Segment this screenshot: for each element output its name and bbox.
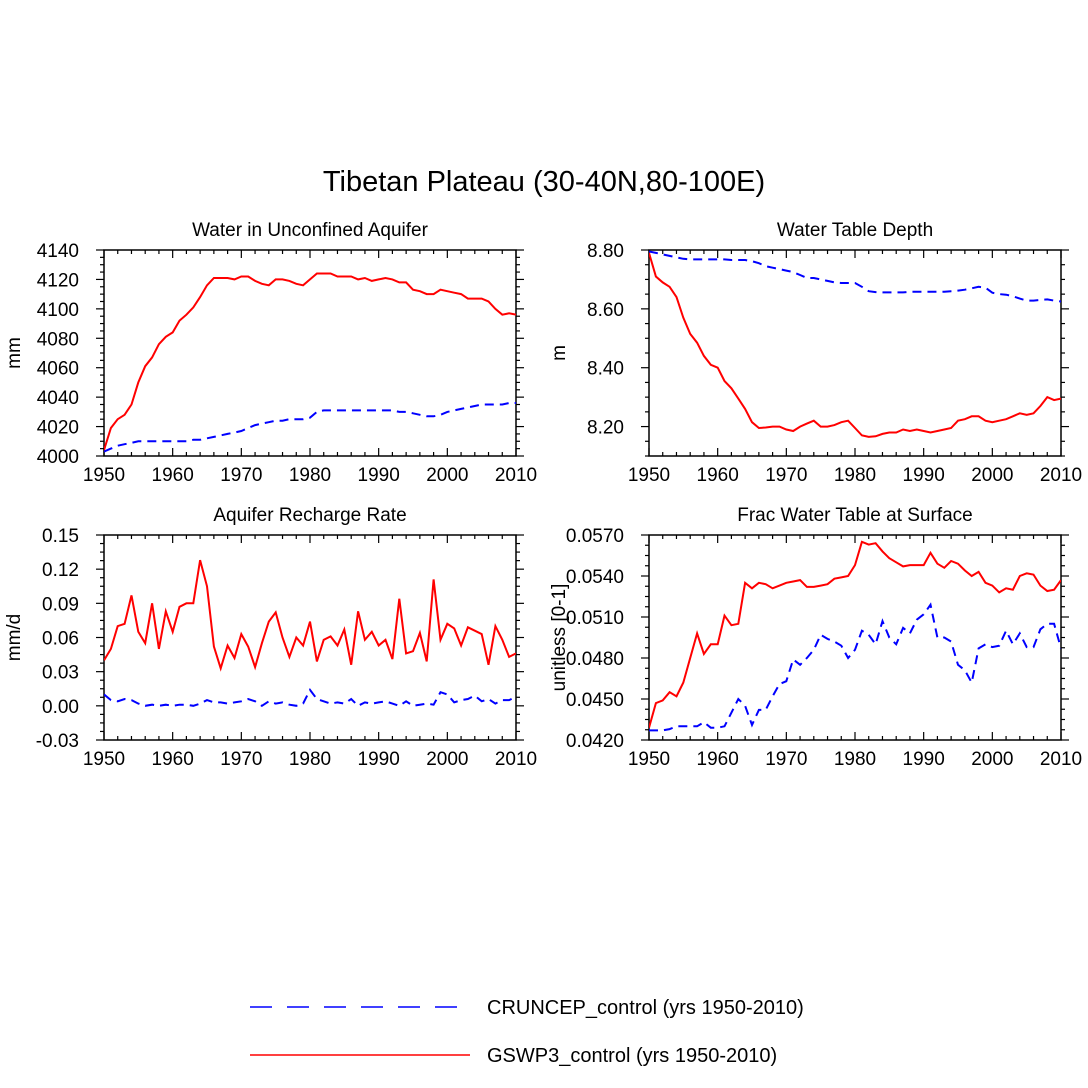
y-tick-label: 8.80 <box>587 241 624 262</box>
panel-1: Water in Unconfined Aquifer mm 1950 1960 197… <box>4 220 537 486</box>
x-tick-label: 1990 <box>903 465 945 486</box>
plot-frame <box>103 249 517 457</box>
x-tick-label: 1960 <box>697 749 739 770</box>
x-tick-label: 1960 <box>152 465 194 486</box>
y-tick-label: 0.06 <box>42 629 79 650</box>
x-tick-label: 1990 <box>358 749 400 770</box>
y-axis-label: unitless [0-1] <box>549 584 570 692</box>
y-tick-label: 4040 <box>37 388 79 409</box>
x-tick-label: 1970 <box>765 749 807 770</box>
x-tick-label: 1950 <box>83 749 125 770</box>
legend-label-2: GSWP3_control (yrs 1950-2010) <box>487 1045 777 1067</box>
series-line-gswp3 <box>104 272 516 451</box>
y-tick-label: 0.0480 <box>566 649 624 670</box>
x-tick-label: 1950 <box>628 465 670 486</box>
y-tick-label: 0.0570 <box>566 526 624 547</box>
x-tick-label: 2000 <box>426 465 468 486</box>
x-tick-label: 2010 <box>1040 749 1082 770</box>
y-tick-label: 4080 <box>37 329 79 350</box>
x-tick-label: 1950 <box>83 465 125 486</box>
x-tick-label: 2000 <box>971 465 1013 486</box>
panel-title: Aquifer Recharge Rate <box>213 505 406 526</box>
series-line-cruncep <box>104 688 516 708</box>
x-tick-label: 1960 <box>697 465 739 486</box>
y-tick-label: 0.00 <box>42 697 79 718</box>
panel-4: Frac Water Table at Surface unitless [0-1… <box>549 505 1082 770</box>
x-tick-label: 1950 <box>628 749 670 770</box>
legend: CRUNCEP_control (yrs 1950-2010) GSWP3_con… <box>250 997 804 1067</box>
y-tick-label: 4100 <box>37 300 79 321</box>
plot-frame <box>103 534 517 741</box>
x-tick-label: 2000 <box>426 749 468 770</box>
series-line-gswp3 <box>649 252 1061 438</box>
panel-title: Water Table Depth <box>777 220 933 241</box>
x-tick-label: 1980 <box>289 749 331 770</box>
y-tick-label: 0.0540 <box>566 567 624 588</box>
y-tick-label: 8.40 <box>587 359 624 380</box>
y-tick-label: 4000 <box>37 447 79 468</box>
legend-label-1: CRUNCEP_control (yrs 1950-2010) <box>487 997 804 1019</box>
y-tick-label: 0.15 <box>42 526 79 547</box>
x-tick-label: 1970 <box>765 465 807 486</box>
x-tick-label: 1960 <box>152 749 194 770</box>
y-tick-label: 0.09 <box>42 594 79 615</box>
x-tick-label: 1980 <box>289 465 331 486</box>
figure-title: Tibetan Plateau (30-40N,80-100E) <box>322 166 766 198</box>
y-axis-label: m <box>549 345 570 361</box>
x-tick-label: 2010 <box>1040 465 1082 486</box>
panel-title: Water in Unconfined Aquifer <box>192 220 429 241</box>
series-line-cruncep <box>649 250 1061 303</box>
y-axis-label: mm <box>4 337 25 369</box>
y-tick-label: 0.0510 <box>566 608 624 629</box>
y-axis-label: mm/d <box>4 614 25 662</box>
series-line-gswp3 <box>649 540 1061 728</box>
x-tick-label: 1980 <box>834 749 876 770</box>
x-tick-label: 1990 <box>903 749 945 770</box>
x-tick-label: 1970 <box>220 465 262 486</box>
panel-2: Water Table Depth m 1950 1960 1970 1980 1990 20… <box>549 220 1082 486</box>
series-line-gswp3 <box>104 559 516 672</box>
y-tick-label: 4140 <box>37 241 79 262</box>
y-tick-label: 8.20 <box>587 418 624 439</box>
series-line-cruncep <box>649 602 1061 732</box>
plot-frame <box>648 249 1062 457</box>
x-tick-label: 2010 <box>495 749 537 770</box>
x-tick-label: 2010 <box>495 465 537 486</box>
y-tick-label: 0.12 <box>42 560 79 581</box>
y-tick-label: 0.0420 <box>566 731 624 752</box>
panel-3: Aquifer Recharge Rate mm/d 1950 1960 1970 198… <box>4 505 537 770</box>
series-line-cruncep <box>104 402 516 453</box>
y-tick-label: 0.03 <box>42 663 79 684</box>
y-tick-label: 4120 <box>37 270 79 291</box>
y-tick-label: 8.60 <box>587 300 624 321</box>
y-tick-label: 4060 <box>37 359 79 380</box>
y-tick-label: 4020 <box>37 418 79 439</box>
x-tick-label: 1970 <box>220 749 262 770</box>
y-tick-label: -0.03 <box>36 731 79 752</box>
x-tick-label: 1980 <box>834 465 876 486</box>
x-tick-label: 2000 <box>971 749 1013 770</box>
y-tick-label: 0.0450 <box>566 690 624 711</box>
x-tick-label: 1990 <box>358 465 400 486</box>
panel-title: Frac Water Table at Surface <box>737 505 973 526</box>
